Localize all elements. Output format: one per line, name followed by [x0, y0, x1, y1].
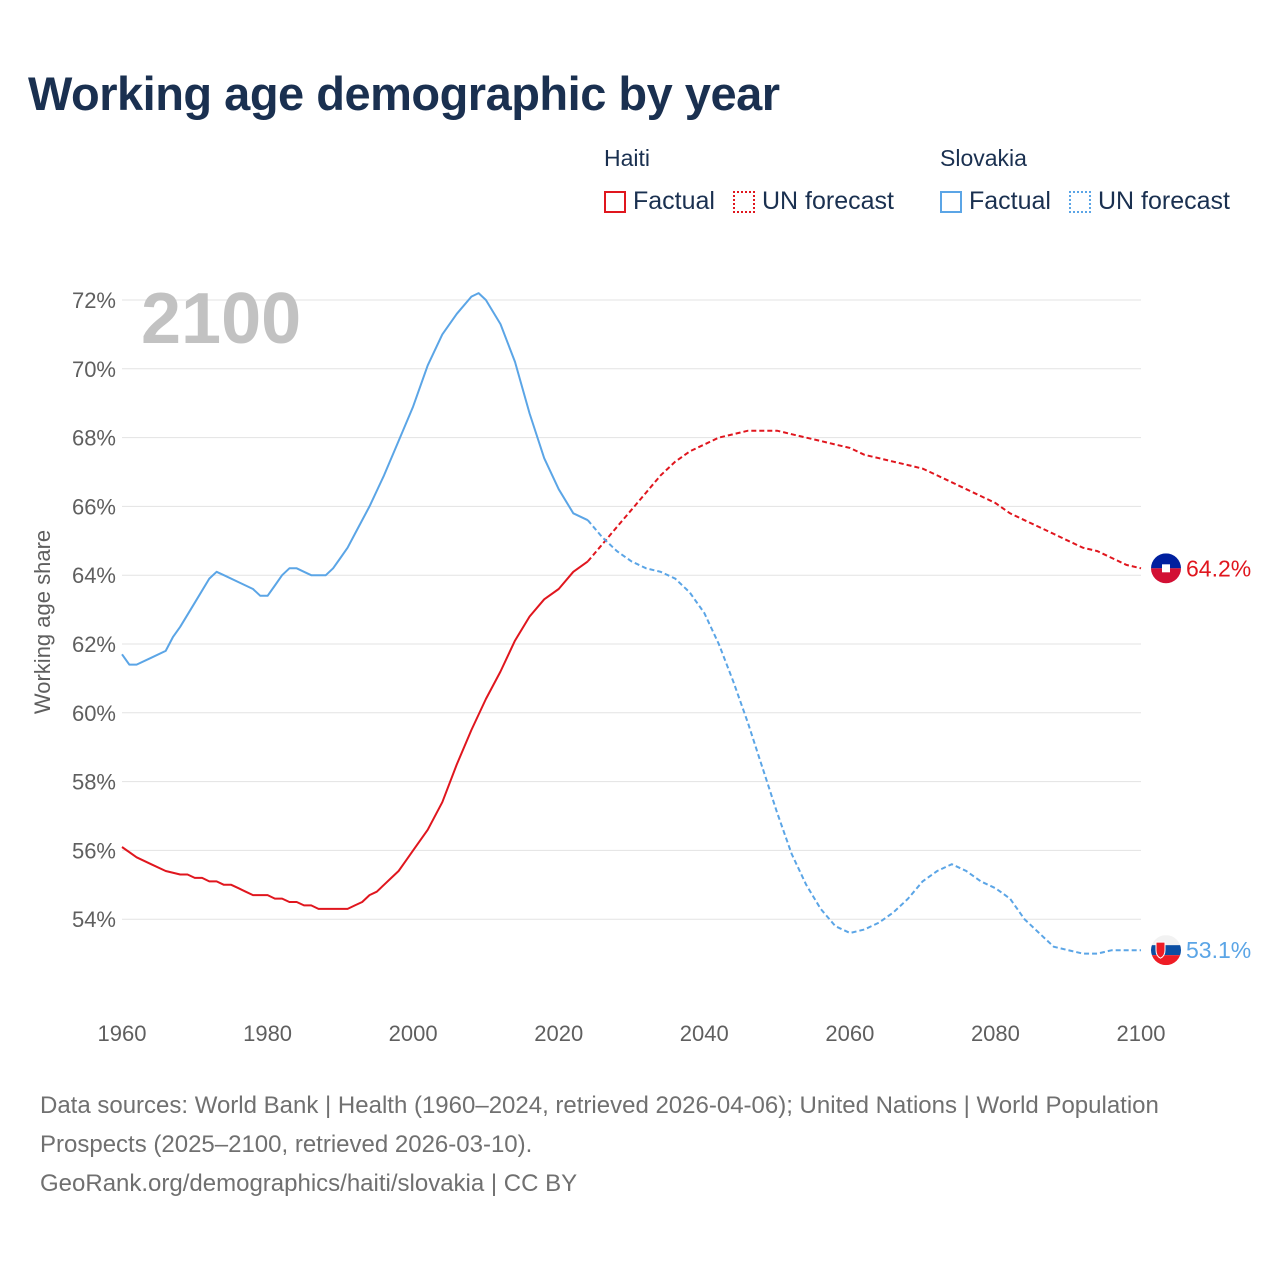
- x-tick-label: 2080: [971, 1021, 1020, 1046]
- x-tick-label: 2100: [1117, 1021, 1166, 1046]
- flag-shield: [1155, 941, 1166, 959]
- series-line-haiti-forecast: [587, 429, 1142, 570]
- flag-blue-band: [1151, 945, 1181, 956]
- x-tick-label: 2060: [825, 1021, 874, 1046]
- x-tick-label: 2040: [680, 1021, 729, 1046]
- y-axis-label: Working age share: [30, 530, 55, 714]
- slovakia-flag-icon: [1151, 935, 1181, 966]
- legend-haiti-factual[interactable]: Factual: [604, 187, 715, 216]
- legend-group-name: Slovakia: [940, 145, 1027, 171]
- series-line-haiti-factual: [121, 560, 589, 910]
- x-tick-label: 1980: [243, 1021, 292, 1046]
- year-overlay: 2100: [141, 279, 301, 359]
- legend-label: Factual: [633, 187, 715, 215]
- y-tick-label: 54%: [72, 907, 116, 932]
- legend-swatch-dotted: [732, 190, 755, 213]
- flag-emblem: [1162, 564, 1170, 573]
- legend-group-name: Haiti: [604, 145, 651, 171]
- legend-label: UN forecast: [1097, 187, 1230, 215]
- legend-swatch-solid: [940, 190, 962, 213]
- legend-label: Factual: [969, 187, 1051, 215]
- footer: Data sources: World Bank | Health (1960–…: [40, 1086, 1240, 1203]
- legend-label: UN forecast: [761, 187, 894, 215]
- footer-sources: Data sources: World Bank | Health (1960–…: [40, 1092, 1159, 1158]
- flag-red-band: [1151, 568, 1181, 584]
- x-tick-label: 1960: [98, 1021, 147, 1046]
- series-line-slovakia-factual: [121, 292, 589, 666]
- legend-haiti-forecast[interactable]: UN forecast: [732, 187, 894, 216]
- y-tick-label: 58%: [72, 770, 116, 795]
- footer-link[interactable]: GeoRank.org/demographics/haiti/slovakia …: [40, 1170, 578, 1197]
- y-tick-label: 64%: [72, 563, 116, 588]
- series-line-slovakia-forecast: [587, 519, 1141, 955]
- legend-swatch-solid: [604, 190, 626, 213]
- end-value-label-slovakia: 53.1%: [1186, 937, 1251, 963]
- flag-blue-band: [1151, 553, 1181, 569]
- end-value-label-haiti: 64.2%: [1186, 555, 1251, 581]
- legend-slovakia-forecast[interactable]: UN forecast: [1068, 187, 1230, 216]
- y-tick-label: 70%: [72, 357, 116, 382]
- x-tick-label: 2000: [389, 1021, 438, 1046]
- flag-red-band: [1151, 955, 1181, 966]
- legend-group-slovakia: Slovakia Factual UN forecast: [940, 145, 1248, 216]
- line-chart: 54% 56% 58% 60% 62% 64% 66% 68% 70% 72% 1960 1980 20…: [30, 279, 1251, 1046]
- legend-group-haiti: Haiti Factual UN forecast: [604, 145, 912, 216]
- x-tick-label: 2020: [534, 1021, 583, 1046]
- legend-slovakia-factual[interactable]: Factual: [940, 187, 1051, 216]
- y-tick-label: 66%: [72, 494, 116, 519]
- chart-title: Working age demographic by year: [28, 67, 780, 120]
- y-tick-label: 68%: [72, 426, 116, 451]
- flag-white-band: [1151, 935, 1181, 946]
- y-tick-label: 62%: [72, 632, 116, 657]
- haiti-flag-icon: [1151, 553, 1181, 584]
- y-tick-label: 60%: [72, 701, 116, 726]
- y-tick-label: 72%: [72, 288, 116, 313]
- y-tick-label: 56%: [72, 838, 116, 863]
- legend-swatch-dotted: [1068, 190, 1091, 213]
